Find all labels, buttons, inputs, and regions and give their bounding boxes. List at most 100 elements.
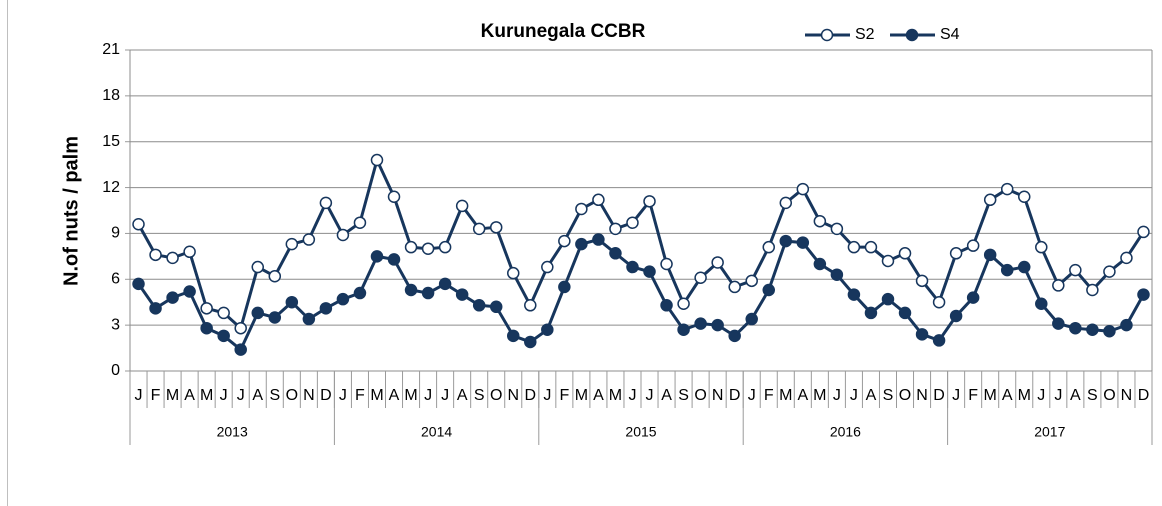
point <box>353 286 367 300</box>
point <box>762 283 775 297</box>
point <box>830 222 844 236</box>
point <box>251 306 264 320</box>
point <box>745 274 758 288</box>
y-tick-label: 21 <box>102 41 120 58</box>
point <box>404 240 418 254</box>
x-tick-label: J <box>1037 387 1045 404</box>
x-tick-label: O <box>1103 387 1115 404</box>
x-tick-label: M <box>813 387 826 404</box>
point <box>438 277 452 291</box>
point <box>183 245 196 259</box>
point <box>336 228 350 242</box>
x-tick-label: A <box>184 387 195 404</box>
point <box>694 317 707 330</box>
point <box>541 260 554 274</box>
x-tick-label: A <box>1002 387 1013 404</box>
x-tick-label: N <box>916 387 928 404</box>
point <box>745 312 758 326</box>
point <box>779 234 793 248</box>
x-tick-label: J <box>850 387 858 404</box>
point <box>660 299 673 312</box>
point <box>268 311 282 324</box>
point <box>489 300 503 314</box>
x-tick-label: N <box>712 387 724 404</box>
x-tick-label: A <box>389 387 400 404</box>
x-tick-label: J <box>424 387 432 404</box>
group-label: 2015 <box>625 424 656 440</box>
point <box>404 283 418 297</box>
point <box>1069 321 1082 335</box>
point <box>558 234 571 248</box>
point <box>966 291 980 304</box>
point <box>949 247 963 260</box>
y-axis-label: N.of nuts / palm <box>60 136 82 286</box>
point <box>200 321 213 335</box>
point <box>864 240 878 254</box>
legend-label: S2 <box>855 26 875 43</box>
x-tick-label: S <box>883 387 894 404</box>
chart-title: Kurunegala CCBR <box>481 21 646 42</box>
point <box>1086 323 1099 336</box>
point <box>1069 263 1082 277</box>
x-tick-label: A <box>866 387 877 404</box>
point <box>915 274 929 288</box>
legend-marker <box>820 28 834 42</box>
point <box>796 236 810 249</box>
point <box>626 216 639 229</box>
point <box>1137 225 1150 239</box>
x-tick-label: M <box>984 387 997 404</box>
point <box>302 312 316 326</box>
y-tick-label: 12 <box>102 179 120 196</box>
point <box>592 193 605 207</box>
point <box>881 292 895 306</box>
point <box>847 240 861 254</box>
x-tick-label: D <box>933 387 945 404</box>
x-tick-label: D <box>320 387 332 404</box>
point <box>524 335 537 349</box>
point <box>1000 182 1014 196</box>
point <box>489 221 503 234</box>
x-tick-label: N <box>1121 387 1133 404</box>
point <box>234 321 247 335</box>
point <box>592 233 605 246</box>
point <box>217 329 230 343</box>
point <box>898 247 912 260</box>
point <box>438 240 452 254</box>
point <box>507 329 520 343</box>
x-tick-label: O <box>694 387 706 404</box>
point <box>677 323 690 336</box>
x-tick-label: M <box>166 387 179 404</box>
x-tick-label: M <box>779 387 792 404</box>
point <box>575 237 588 251</box>
point <box>234 343 247 356</box>
point <box>915 328 929 341</box>
x-tick-label: S <box>678 387 689 404</box>
legend-label: S4 <box>940 26 960 43</box>
point <box>847 288 861 301</box>
x-tick-label: J <box>441 387 449 404</box>
x-tick-label: F <box>355 387 365 404</box>
x-tick-label: O <box>286 387 298 404</box>
group-label: 2017 <box>1034 424 1065 440</box>
x-tick-label: D <box>729 387 741 404</box>
point <box>319 302 333 315</box>
x-tick-label: F <box>559 387 569 404</box>
x-tick-label: N <box>303 387 315 404</box>
x-tick-label: M <box>200 387 213 404</box>
point <box>149 248 162 262</box>
point <box>166 251 179 265</box>
point <box>626 260 639 274</box>
point <box>472 299 486 312</box>
point <box>983 248 997 262</box>
x-tick-label: J <box>135 387 143 404</box>
y-tick-label: 0 <box>111 362 120 379</box>
x-tick-label: J <box>1054 387 1062 404</box>
point <box>1120 318 1133 332</box>
x-tick-label: J <box>833 387 841 404</box>
point <box>1018 260 1031 274</box>
point <box>370 250 384 263</box>
point <box>268 269 282 283</box>
point <box>421 286 435 300</box>
point <box>694 271 707 285</box>
group-label: 2013 <box>217 424 248 440</box>
